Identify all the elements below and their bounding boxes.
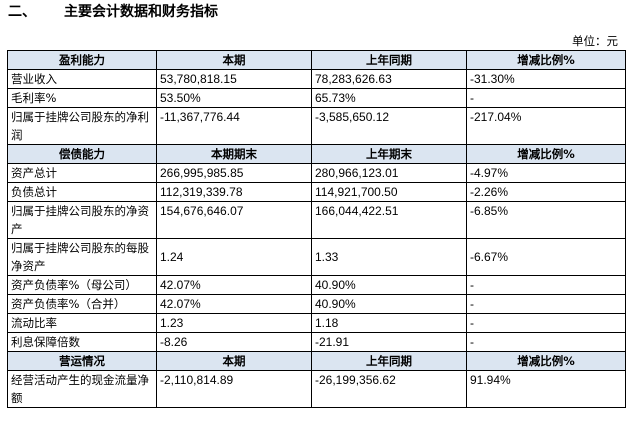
current-value: -8.26 (156, 332, 312, 352)
table-row: 归属于挂牌公司股东的每股净资产 1.24 1.33 -6.67% (7, 238, 626, 276)
table-row: 归属于挂牌公司股东的净资产 154,676,646.07 166,044,422… (7, 201, 626, 239)
column-header: 本期 (156, 50, 312, 70)
prior-value: 114,921,700.50 (311, 182, 467, 202)
row-label: 营业收入 (7, 69, 157, 89)
prior-value: 280,966,123.01 (311, 163, 467, 183)
current-value: 53.50% (156, 88, 312, 108)
column-header: 上年同期 (311, 50, 467, 70)
change-value: 91.94% (466, 370, 626, 408)
table-header-row: 盈利能力 本期 上年同期 增减比例% (7, 50, 626, 70)
current-value: 154,676,646.07 (156, 201, 312, 239)
table-row: 流动比率 1.23 1.18 - (7, 313, 626, 333)
financial-indicators-table: 盈利能力 本期 上年同期 增减比例% 营业收入 53,780,818.15 78… (7, 50, 626, 408)
prior-value: 166,044,422.51 (311, 201, 467, 239)
column-header: 营运情况 (7, 351, 157, 371)
table-row: 负债总计 112,319,339.78 114,921,700.50 -2.26… (7, 182, 626, 202)
row-label: 毛利率% (7, 88, 157, 108)
column-header: 本期期末 (156, 144, 312, 164)
change-value: - (466, 275, 626, 295)
section-title: 主要会计数据和财务指标 (64, 4, 218, 20)
prior-value: -21.91 (311, 332, 467, 352)
change-value: -6.67% (466, 238, 626, 276)
prior-value: 1.33 (311, 238, 467, 276)
current-value: -11,367,776.44 (156, 107, 312, 145)
prior-value: 40.90% (311, 294, 467, 314)
change-value: - (466, 313, 626, 333)
current-value: 1.23 (156, 313, 312, 333)
table-row: 资产总计 266,995,985.85 280,966,123.01 -4.97… (7, 163, 626, 183)
change-value: -217.04% (466, 107, 626, 145)
row-label: 资产负债率%（母公司） (7, 275, 157, 295)
prior-value: -3,585,650.12 (311, 107, 467, 145)
row-label: 归属于挂牌公司股东的净资产 (7, 201, 157, 239)
column-header: 本期 (156, 351, 312, 371)
column-header: 盈利能力 (7, 50, 157, 70)
row-label: 资产总计 (7, 163, 157, 183)
current-value: 42.07% (156, 275, 312, 295)
column-header: 增减比例% (466, 50, 626, 70)
change-value: -2.26% (466, 182, 626, 202)
change-value: -4.97% (466, 163, 626, 183)
table-row: 资产负债率%（合并） 42.07% 40.90% - (7, 294, 626, 314)
row-label: 利息保障倍数 (7, 332, 157, 352)
row-label: 资产负债率%（合并） (7, 294, 157, 314)
prior-value: 1.18 (311, 313, 467, 333)
table-row: 营业收入 53,780,818.15 78,283,626.63 -31.30% (7, 69, 626, 89)
change-value: - (466, 332, 626, 352)
change-value: -31.30% (466, 69, 626, 89)
column-header: 增减比例% (466, 144, 626, 164)
change-value: -6.85% (466, 201, 626, 239)
table-row: 经营活动产生的现金流量净额 -2,110,814.89 -26,199,356.… (7, 370, 626, 408)
change-value: - (466, 294, 626, 314)
prior-value: 40.90% (311, 275, 467, 295)
prior-value: 65.73% (311, 88, 467, 108)
change-value: - (466, 88, 626, 108)
row-label: 流动比率 (7, 313, 157, 333)
column-header: 增减比例% (466, 351, 626, 371)
table-row: 资产负债率%（母公司） 42.07% 40.90% - (7, 275, 626, 295)
row-label: 经营活动产生的现金流量净额 (7, 370, 157, 408)
current-value: -2,110,814.89 (156, 370, 312, 408)
row-label: 负债总计 (7, 182, 157, 202)
current-value: 266,995,985.85 (156, 163, 312, 183)
table-header-row: 营运情况 本期 上年同期 增减比例% (7, 351, 626, 371)
current-value: 1.24 (156, 238, 312, 276)
column-header: 上年期末 (311, 144, 467, 164)
column-header: 偿债能力 (7, 144, 157, 164)
unit-label: 单位：元 (572, 34, 618, 48)
section-heading: 二、 主要会计数据和财务指标 (8, 1, 218, 21)
column-header: 上年同期 (311, 351, 467, 371)
row-label: 归属于挂牌公司股东的净利润 (7, 107, 157, 145)
current-value: 112,319,339.78 (156, 182, 312, 202)
row-label: 归属于挂牌公司股东的每股净资产 (7, 238, 157, 276)
table-row: 归属于挂牌公司股东的净利润 -11,367,776.44 -3,585,650.… (7, 107, 626, 145)
table-header-row: 偿债能力 本期期末 上年期末 增减比例% (7, 144, 626, 164)
table-row: 利息保障倍数 -8.26 -21.91 - (7, 332, 626, 352)
prior-value: -26,199,356.62 (311, 370, 467, 408)
current-value: 53,780,818.15 (156, 69, 312, 89)
current-value: 42.07% (156, 294, 312, 314)
table-row: 毛利率% 53.50% 65.73% - (7, 88, 626, 108)
section-number: 二、 (8, 4, 36, 20)
prior-value: 78,283,626.63 (311, 69, 467, 89)
